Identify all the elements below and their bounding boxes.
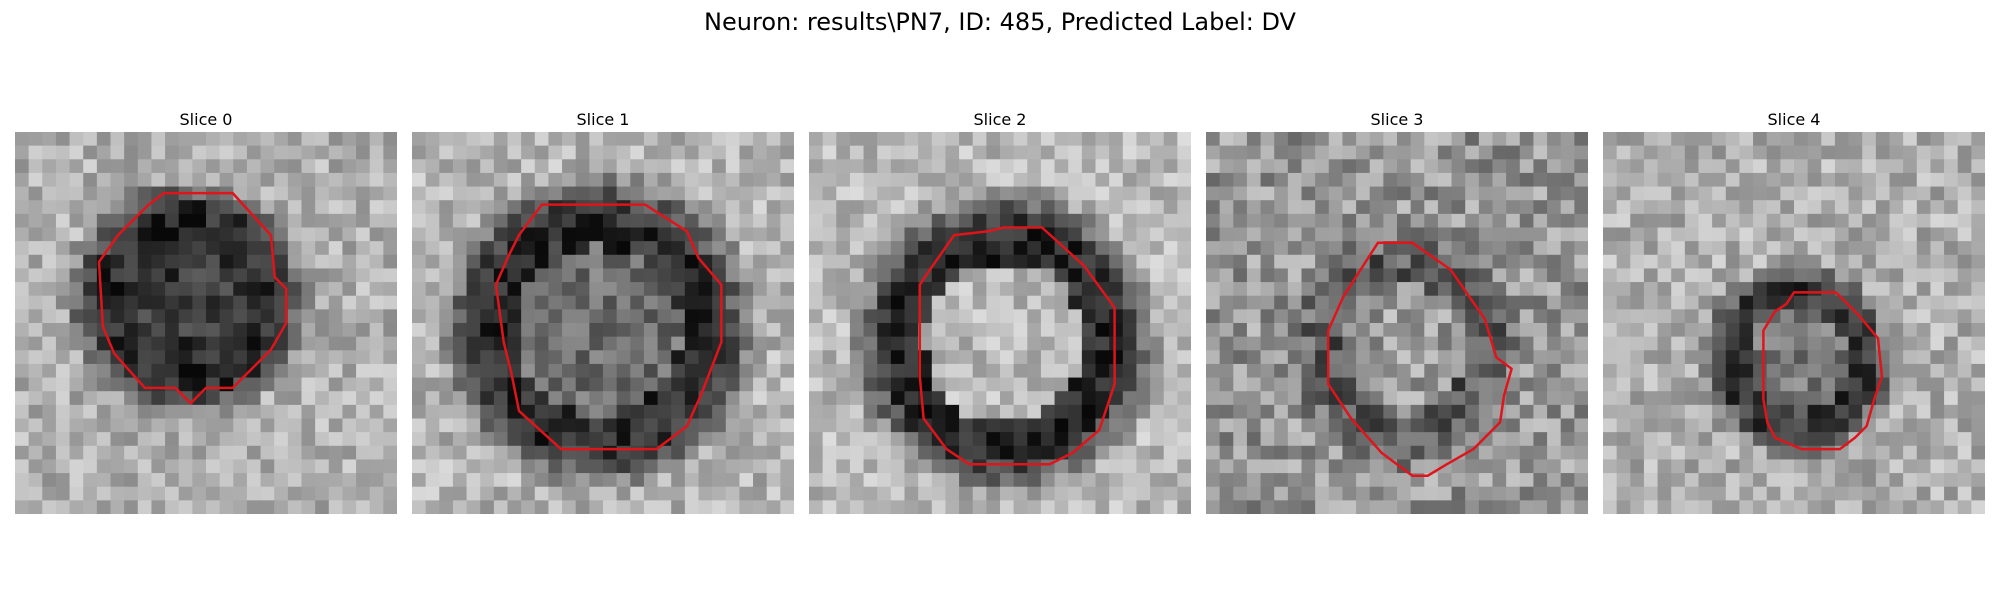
slice-image (1603, 132, 1985, 514)
slice-title: Slice 4 (1767, 110, 1821, 129)
segmentation-contour (1326, 241, 1513, 478)
segmentation-contour (494, 203, 723, 451)
figure-title: Neuron: results\PN7, ID: 485, Predicted … (704, 8, 1296, 36)
slice-panel-3: Slice 3 (1206, 108, 1588, 514)
slice-panel-0: Slice 0 (15, 108, 397, 514)
slice-panel-2: Slice 2 (809, 108, 1191, 514)
slice-title: Slice 2 (973, 110, 1027, 129)
slice-image (809, 132, 1191, 514)
slice-image-canvas (1603, 132, 1985, 514)
slice-image-canvas (1206, 132, 1588, 514)
segmentation-contour (918, 226, 1116, 466)
slice-panel-4: Slice 4 (1603, 108, 1985, 514)
slice-image (1206, 132, 1588, 514)
slice-title: Slice 0 (179, 110, 233, 129)
slice-title: Slice 3 (1370, 110, 1424, 129)
slice-image (15, 132, 397, 514)
slice-image-canvas (412, 132, 794, 514)
slice-image-canvas (809, 132, 1191, 514)
segmentation-contour (97, 191, 288, 405)
slice-image (412, 132, 794, 514)
slice-image-canvas (15, 132, 397, 514)
segmentation-contour (1762, 291, 1884, 451)
slice-panel-1: Slice 1 (412, 108, 794, 514)
slice-title: Slice 1 (576, 110, 630, 129)
